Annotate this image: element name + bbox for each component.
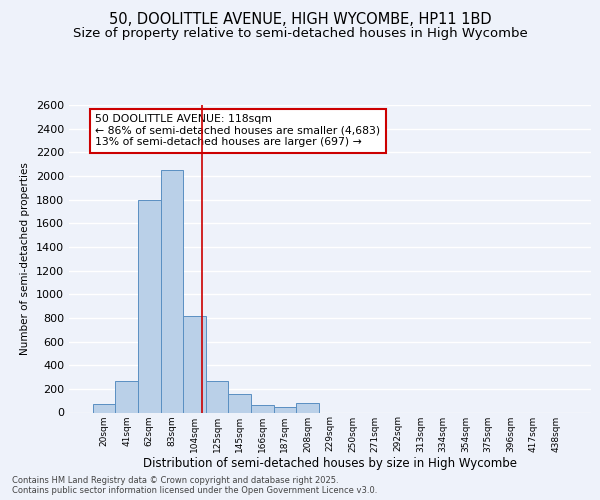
- Bar: [138, 200, 161, 412]
- Text: Contains HM Land Registry data © Crown copyright and database right 2025.
Contai: Contains HM Land Registry data © Crown c…: [12, 476, 377, 495]
- Bar: [251, 406, 274, 412]
- Text: Size of property relative to semi-detached houses in High Wycombe: Size of property relative to semi-detach…: [73, 28, 527, 40]
- Bar: [206, 381, 229, 412]
- Bar: [115, 380, 138, 412]
- Y-axis label: Number of semi-detached properties: Number of semi-detached properties: [20, 162, 31, 355]
- Bar: [274, 407, 296, 412]
- Bar: [183, 316, 206, 412]
- Bar: [161, 170, 183, 412]
- X-axis label: Distribution of semi-detached houses by size in High Wycombe: Distribution of semi-detached houses by …: [143, 457, 517, 470]
- Bar: [93, 404, 115, 412]
- Text: 50, DOOLITTLE AVENUE, HIGH WYCOMBE, HP11 1BD: 50, DOOLITTLE AVENUE, HIGH WYCOMBE, HP11…: [109, 12, 491, 28]
- Bar: [296, 403, 319, 412]
- Text: 50 DOOLITTLE AVENUE: 118sqm
← 86% of semi-detached houses are smaller (4,683)
13: 50 DOOLITTLE AVENUE: 118sqm ← 86% of sem…: [95, 114, 380, 148]
- Bar: [229, 394, 251, 412]
